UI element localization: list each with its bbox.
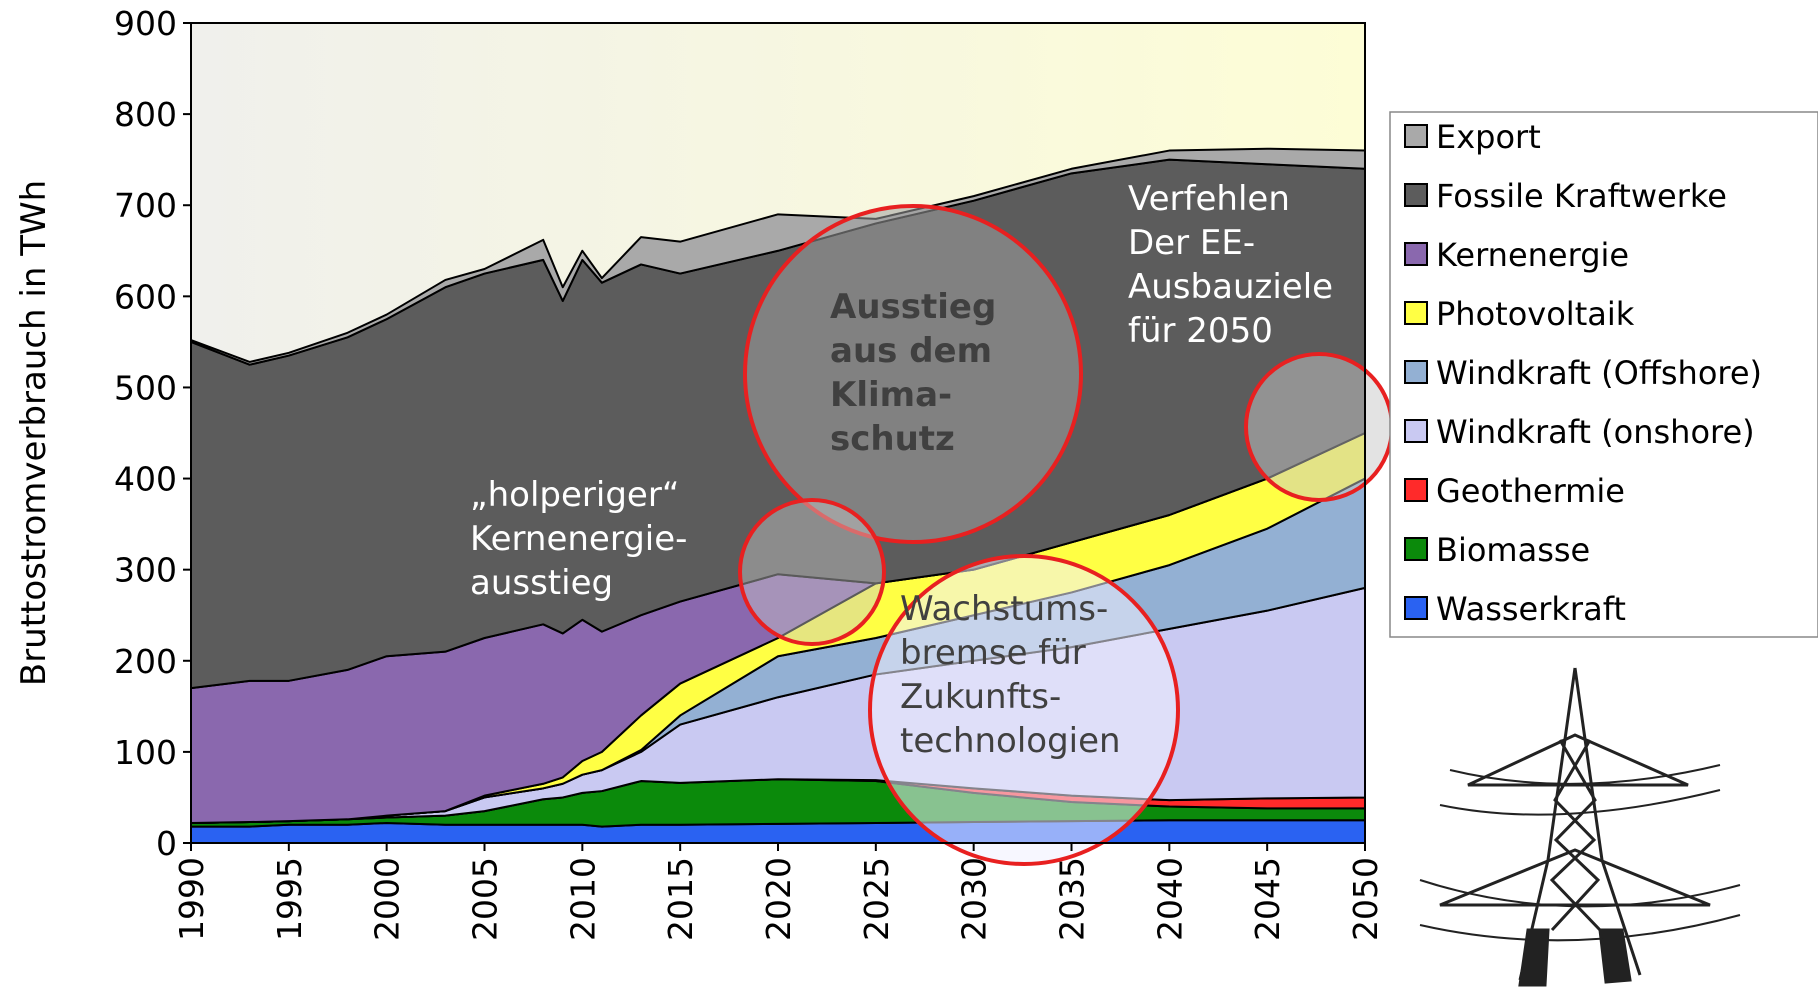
x-tick-label: 2005 [466, 857, 505, 941]
x-tick-label: 2000 [368, 857, 407, 941]
power-pylon [1420, 668, 1740, 985]
x-tick-label: 2045 [1248, 857, 1287, 941]
legend-swatch [1405, 538, 1427, 560]
page: {"chart_data": {"type": "stacked_area", … [0, 0, 1818, 995]
legend-swatch [1405, 302, 1427, 324]
legend-label: Kernenergie [1436, 236, 1629, 274]
legend-swatch [1405, 597, 1427, 619]
legend-swatch [1405, 420, 1427, 442]
annotation: aus dem [830, 331, 992, 371]
x-tick-label: 2035 [1053, 857, 1092, 941]
legend-swatch [1405, 479, 1427, 501]
y-tick-label: 600 [114, 277, 177, 316]
legend-swatch [1405, 184, 1427, 206]
legend-label: Biomasse [1436, 531, 1590, 569]
legend-label: Photovoltaik [1436, 295, 1635, 333]
x-tick-label: 2030 [955, 857, 994, 941]
x-tick-label: 2040 [1150, 857, 1189, 941]
x-tick-label: 2010 [563, 857, 602, 941]
x-tick-label: 1990 [172, 857, 211, 941]
chart: 0100200300400500600700800900199019952000… [0, 0, 1818, 995]
circle [740, 500, 884, 644]
x-tick-label: 2020 [759, 857, 798, 941]
annotation: schutz [830, 419, 955, 459]
pylon-base [1520, 930, 1630, 985]
x-tick-label: 2015 [661, 857, 700, 941]
legend-label: Wasserkraft [1436, 590, 1626, 628]
x-tick-label: 2050 [1346, 857, 1385, 941]
y-tick-label: 100 [114, 733, 177, 772]
annotation: Zukunfts- [900, 677, 1061, 717]
y-tick-label: 500 [114, 368, 177, 407]
legend-label: Export [1436, 118, 1541, 156]
y-tick-label: 200 [114, 642, 177, 681]
legend-label: Windkraft (onshore) [1436, 413, 1755, 451]
annotation: ausstieg [470, 563, 613, 603]
circle [1246, 354, 1392, 500]
legend-swatch [1405, 125, 1427, 147]
pylon-lattice [1552, 740, 1600, 930]
annotation: „holperiger“ [470, 475, 679, 515]
y-tick-label: 400 [114, 460, 177, 499]
annotation: technologien [900, 721, 1121, 761]
y-axis-label: Bruttostromverbrauch in TWh [14, 180, 54, 686]
annotation: Der EE- [1128, 223, 1255, 263]
annotation: Ausbauziele [1128, 267, 1333, 307]
annotation: für 2050 [1128, 311, 1273, 351]
annotation: Wachstums- [900, 589, 1108, 629]
legend-swatch [1405, 243, 1427, 265]
circle [745, 206, 1081, 542]
legend-swatch [1405, 361, 1427, 383]
legend-label: Geothermie [1436, 472, 1625, 510]
x-tick-label: 2025 [857, 857, 896, 941]
legend-label: Windkraft (Offshore) [1436, 354, 1762, 392]
y-tick-label: 700 [114, 186, 177, 225]
annotation: Ausstieg [830, 287, 996, 327]
y-tick-label: 300 [114, 551, 177, 590]
legend-label: Fossile Kraftwerke [1436, 177, 1727, 215]
y-tick-label: 900 [114, 4, 177, 43]
y-tick-label: 800 [114, 95, 177, 134]
annotation: Verfehlen [1128, 179, 1290, 219]
annotation: Kernenergie- [470, 519, 687, 559]
annotation: bremse für [900, 633, 1086, 673]
annotation: Klima- [830, 375, 952, 415]
x-tick-label: 1995 [270, 857, 309, 941]
